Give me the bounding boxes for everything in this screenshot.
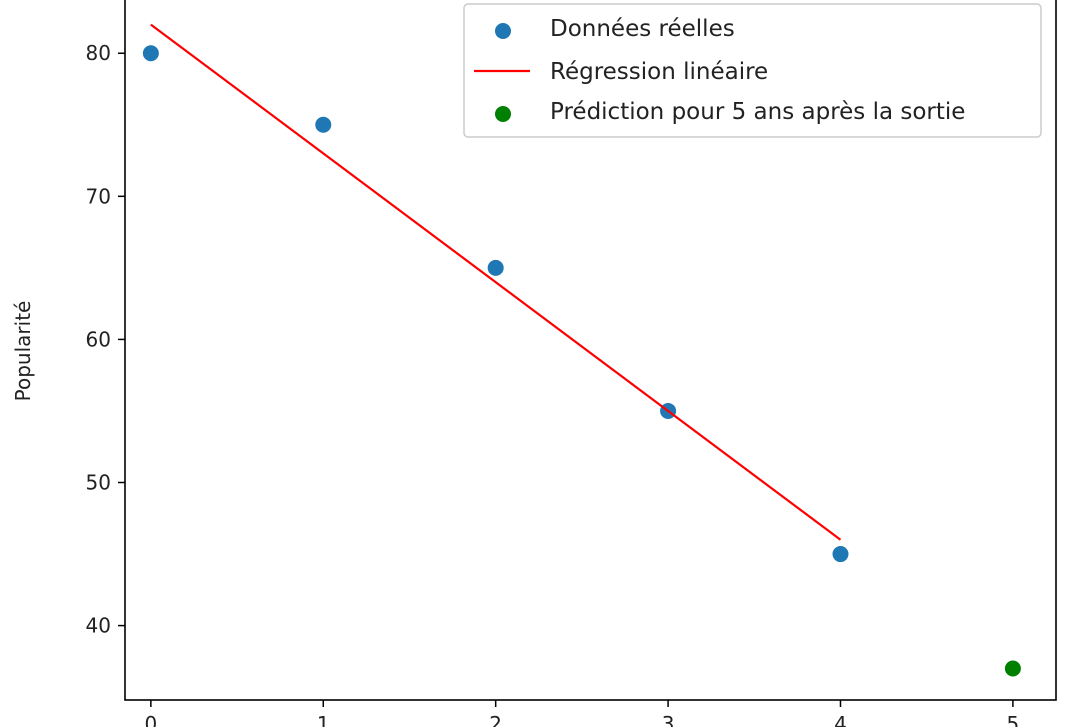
data-point xyxy=(832,546,849,563)
plot-area xyxy=(142,23,1021,677)
legend-label: Prédiction pour 5 ans après la sortie xyxy=(550,99,965,125)
legend: Données réelles Régression linéaire Prédic… xyxy=(463,3,1042,138)
y-tick-label: 40 xyxy=(86,614,111,638)
x-tick-label: 1 xyxy=(317,712,330,727)
regression-line xyxy=(150,23,842,541)
y-tick-label: 50 xyxy=(86,471,111,495)
data-point xyxy=(315,116,332,133)
y-tick-label: 60 xyxy=(86,327,111,351)
y-tick-label: 70 xyxy=(86,184,111,208)
x-tick-label: 4 xyxy=(834,712,847,727)
y-axis-label: Popularité xyxy=(11,301,35,402)
y-axis-ticks: 40 50 60 70 80 xyxy=(86,41,125,638)
x-tick-label: 0 xyxy=(144,712,157,727)
data-point xyxy=(142,45,159,62)
x-tick-label: 2 xyxy=(489,712,502,727)
legend-marker-swatch xyxy=(495,106,511,122)
legend-marker-swatch xyxy=(495,23,511,39)
prediction-point xyxy=(1004,660,1021,677)
y-tick-label: 80 xyxy=(86,41,111,65)
plot-frame xyxy=(124,0,1057,701)
x-tick-label: 5 xyxy=(1007,712,1020,727)
x-tick-label: 3 xyxy=(662,712,675,727)
legend-box xyxy=(463,3,1042,138)
data-point xyxy=(487,259,504,276)
legend-label: Régression linéaire xyxy=(550,59,768,85)
x-axis-ticks: 0 1 2 3 4 5 xyxy=(144,700,1019,727)
legend-label: Données réelles xyxy=(550,16,735,42)
